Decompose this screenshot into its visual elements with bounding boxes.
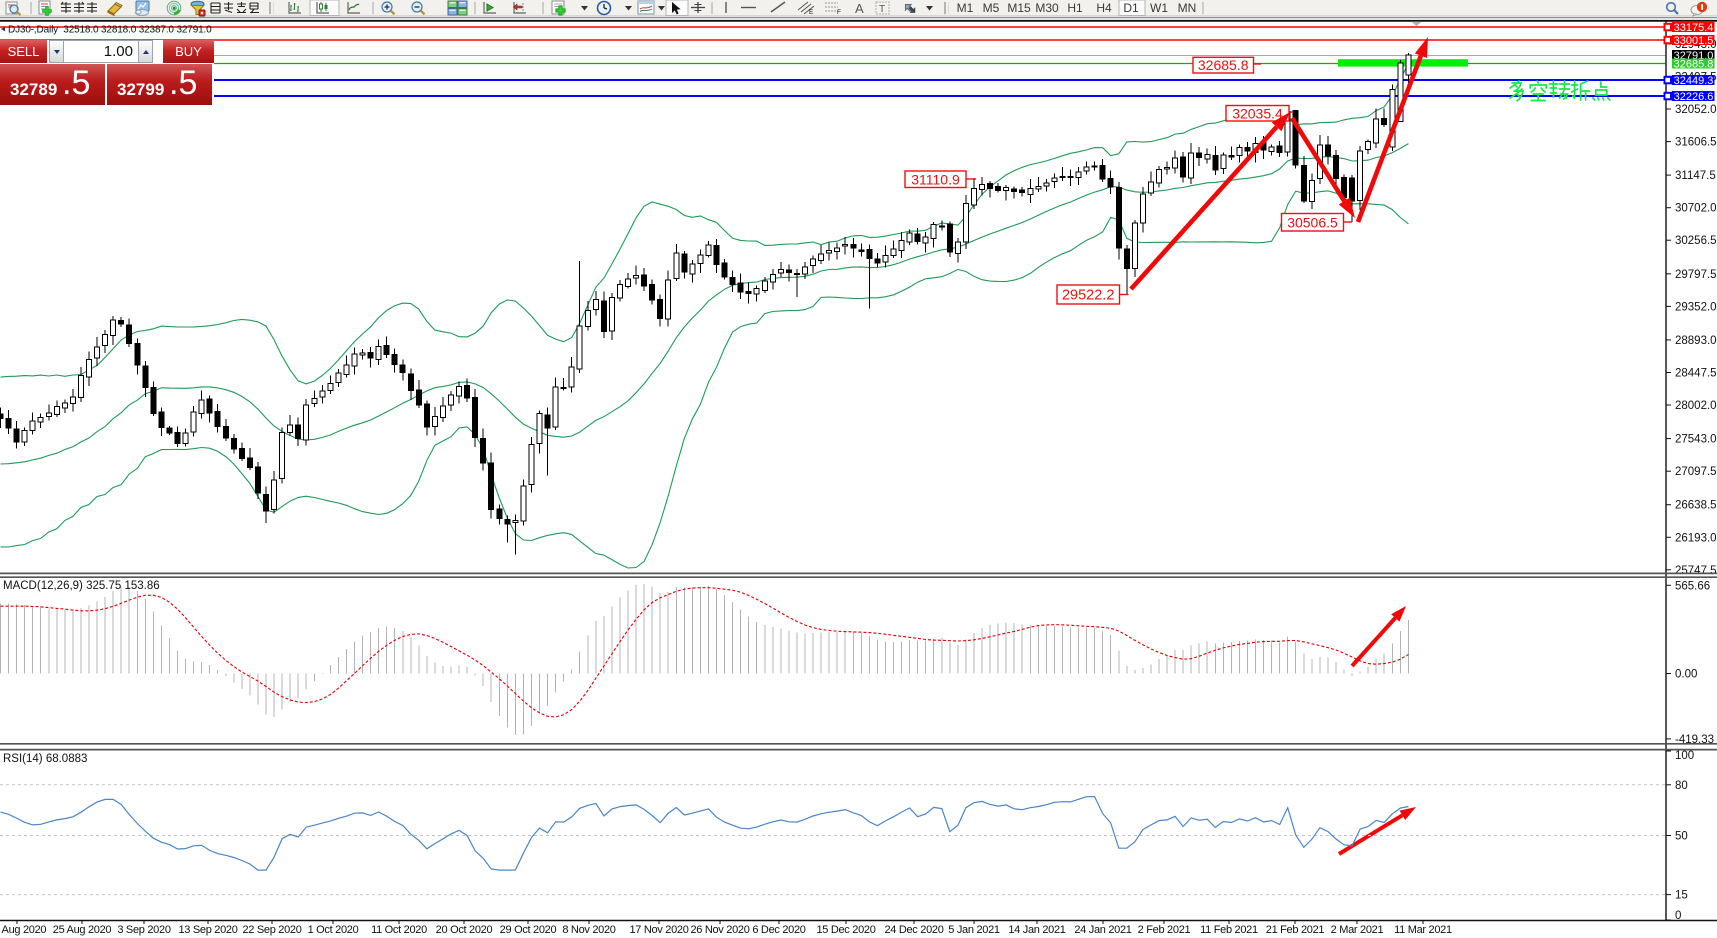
svg-text:5 Jan 2021: 5 Jan 2021	[948, 924, 1000, 936]
svg-text:31606.5: 31606.5	[1675, 137, 1717, 149]
svg-text:D1: D1	[1123, 1, 1139, 15]
svg-text:M30: M30	[1035, 1, 1059, 15]
svg-text:21 Feb 2021: 21 Feb 2021	[1266, 924, 1325, 936]
svg-text:20 Oct 2020: 20 Oct 2020	[436, 924, 493, 936]
svg-text:14 Aug 2020: 14 Aug 2020	[0, 924, 46, 936]
svg-text:2 Mar 2021: 2 Mar 2021	[1331, 924, 1384, 936]
svg-text:15 Dec 2020: 15 Dec 2020	[816, 924, 875, 936]
svg-text:26 Nov 2020: 26 Nov 2020	[690, 924, 749, 936]
svg-text:A: A	[855, 1, 864, 16]
svg-text:32685.8: 32685.8	[1198, 57, 1249, 73]
svg-text:13 Sep 2020: 13 Sep 2020	[178, 924, 237, 936]
svg-text:30256.5: 30256.5	[1675, 235, 1717, 247]
svg-text:M5: M5	[983, 1, 1000, 15]
svg-text:11 Oct 2020: 11 Oct 2020	[371, 924, 427, 936]
svg-text:32685.8: 32685.8	[1674, 58, 1714, 70]
svg-text:0: 0	[1675, 910, 1681, 922]
svg-text:28447.5: 28447.5	[1675, 368, 1717, 380]
svg-text:3 Sep 2020: 3 Sep 2020	[117, 924, 170, 936]
svg-text:6 Dec 2020: 6 Dec 2020	[752, 924, 805, 936]
svg-text:T: T	[879, 4, 885, 15]
svg-text:17 Nov 2020: 17 Nov 2020	[629, 924, 688, 936]
svg-text:29 Oct 2020: 29 Oct 2020	[500, 924, 557, 936]
svg-text:11 Feb 2021: 11 Feb 2021	[1200, 924, 1258, 936]
svg-text:MACD(12,26,9) 325.75 153.86: MACD(12,26,9) 325.75 153.86	[3, 580, 160, 592]
svg-text:E: E	[809, 9, 814, 16]
svg-text:28893.0: 28893.0	[1675, 335, 1717, 347]
svg-text:50: 50	[1675, 831, 1688, 843]
svg-text:11 Mar 2021: 11 Mar 2021	[1394, 924, 1452, 936]
svg-text:26638.5: 26638.5	[1675, 500, 1717, 512]
svg-text:DJ30-,Daily 32518.0 32818.0 3: DJ30-,Daily 32518.0 32818.0 32387.0 3279…	[8, 25, 212, 36]
svg-text:F: F	[837, 9, 841, 16]
svg-text:RSI(14) 68.0883: RSI(14) 68.0883	[3, 753, 87, 765]
svg-text:27097.5: 27097.5	[1675, 466, 1717, 478]
svg-text:M1: M1	[957, 1, 974, 15]
svg-text:-419.33: -419.33	[1675, 734, 1714, 746]
svg-text:14 Jan 2021: 14 Jan 2021	[1008, 924, 1065, 936]
svg-text:27543.0: 27543.0	[1675, 434, 1717, 446]
svg-text:31110.9: 31110.9	[911, 171, 960, 187]
svg-text:31147.5: 31147.5	[1675, 170, 1716, 182]
svg-text:W1: W1	[1150, 1, 1168, 15]
svg-text:30506.5: 30506.5	[1287, 214, 1338, 230]
svg-text:H4: H4	[1096, 1, 1112, 15]
svg-text:25747.5: 25747.5	[1675, 565, 1717, 577]
svg-text:H1: H1	[1067, 1, 1083, 15]
svg-text:1 Oct 2020: 1 Oct 2020	[308, 924, 359, 936]
svg-text:29797.5: 29797.5	[1675, 269, 1717, 281]
svg-text:26193.0: 26193.0	[1675, 532, 1717, 544]
svg-text:30702.0: 30702.0	[1675, 203, 1717, 215]
svg-text:32052.0: 32052.0	[1675, 104, 1717, 116]
svg-text:28002.0: 28002.0	[1675, 400, 1717, 412]
svg-text:33001.5: 33001.5	[1674, 35, 1714, 47]
svg-text:M15: M15	[1007, 1, 1031, 15]
svg-text:29352.0: 29352.0	[1675, 301, 1717, 313]
svg-text:MN: MN	[1178, 1, 1197, 15]
svg-text:22 Sep 2020: 22 Sep 2020	[242, 924, 301, 936]
svg-text:24 Jan 2021: 24 Jan 2021	[1074, 924, 1131, 936]
svg-text:25 Aug 2020: 25 Aug 2020	[53, 924, 112, 936]
svg-text:32449.3: 32449.3	[1674, 75, 1714, 87]
svg-text:0.00: 0.00	[1675, 669, 1697, 681]
svg-text:32226.6: 32226.6	[1674, 91, 1714, 103]
svg-text:15: 15	[1675, 890, 1688, 902]
svg-text:8 Nov 2020: 8 Nov 2020	[562, 924, 615, 936]
svg-text:24 Dec 2020: 24 Dec 2020	[884, 924, 943, 936]
svg-text:2 Feb 2021: 2 Feb 2021	[1138, 924, 1191, 936]
svg-text:80: 80	[1675, 780, 1688, 792]
svg-text:565.66: 565.66	[1675, 580, 1710, 592]
svg-text:33175.4: 33175.4	[1674, 22, 1714, 34]
svg-text:100: 100	[1675, 750, 1694, 762]
svg-text:32035.4: 32035.4	[1232, 105, 1283, 121]
svg-text:29522.2: 29522.2	[1062, 288, 1114, 304]
